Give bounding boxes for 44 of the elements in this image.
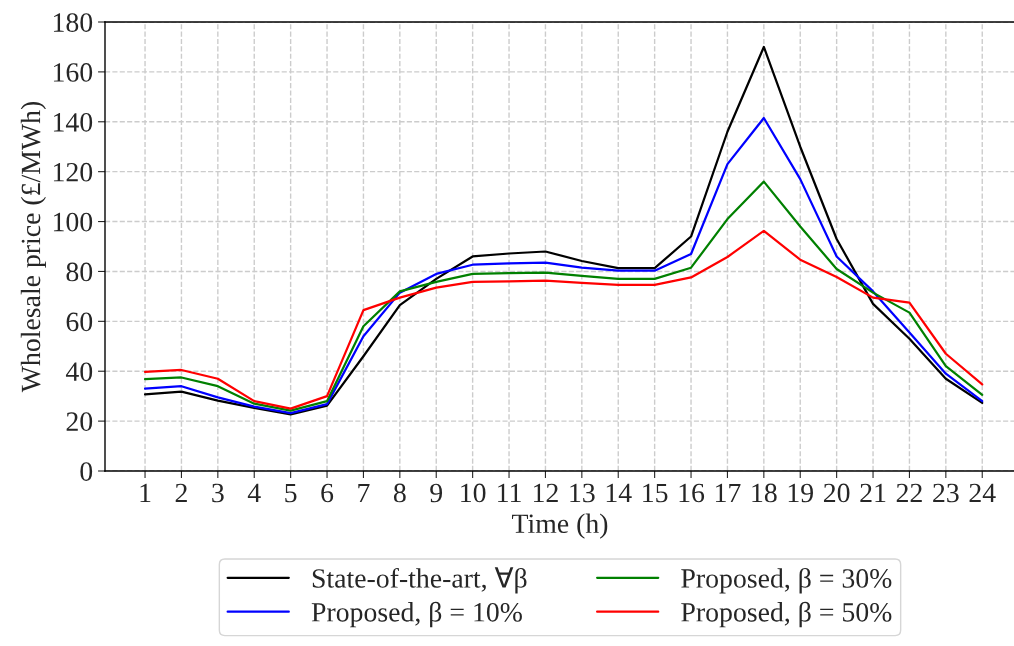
legend-label: Proposed, β = 50% [681,601,892,628]
y-tick-label: 60 [66,312,93,332]
x-tick-label: 7 [358,483,370,503]
y-tick-label: 100 [53,212,93,232]
x-tick-label: 16 [679,483,705,503]
x-tick-label: 18 [752,483,777,503]
legend-label: Proposed, β = 10% [311,601,522,628]
y-tick-label: 80 [66,262,93,282]
y-tick-label: 160 [53,63,93,82]
x-tick-label: 2 [175,483,187,503]
x-tick-label: 9 [430,483,443,503]
x-tick-label: 8 [393,483,406,503]
line-series [143,229,984,410]
y-tick-label: 0 [80,462,93,481]
x-tick-label: 24 [969,483,996,503]
x-tick-label: 10 [461,483,486,503]
x-tick-label: 5 [285,483,297,503]
x-tick-label: 12 [533,483,558,503]
x-tick-label: 23 [933,483,959,503]
y-tick-label: 180 [53,13,93,32]
x-axis-title: Time (h) [512,513,608,539]
x-tick-label: 20 [823,483,850,503]
y-tick-label: 20 [66,412,93,432]
x-tick-label: 19 [788,483,813,503]
x-tick-label: 22 [896,483,922,503]
legend-label: State-of-the-art, ∀β [312,567,527,594]
x-tick-label: 11 [498,483,521,503]
y-tick-label: 140 [53,112,93,132]
x-tick-label: 3 [212,483,224,503]
y-axis-title: Wholesale price (£/MWh) [20,101,46,393]
x-tick-label: 13 [570,483,595,503]
x-tick-label: 21 [860,483,886,503]
line-series [143,180,984,412]
line-series [143,45,984,416]
x-tick-label: 6 [321,483,334,503]
legend-label: Proposed, β = 30% [681,568,892,594]
y-tick-label: 120 [53,162,93,182]
x-tick-label: 14 [606,483,632,503]
y-tick-label: 40 [65,362,93,382]
x-tick-label: 15 [643,483,668,503]
line-series [143,116,984,415]
x-tick-label: 1 [140,483,151,503]
x-tick-label: 17 [715,483,741,503]
x-tick-label: 4 [247,483,261,503]
